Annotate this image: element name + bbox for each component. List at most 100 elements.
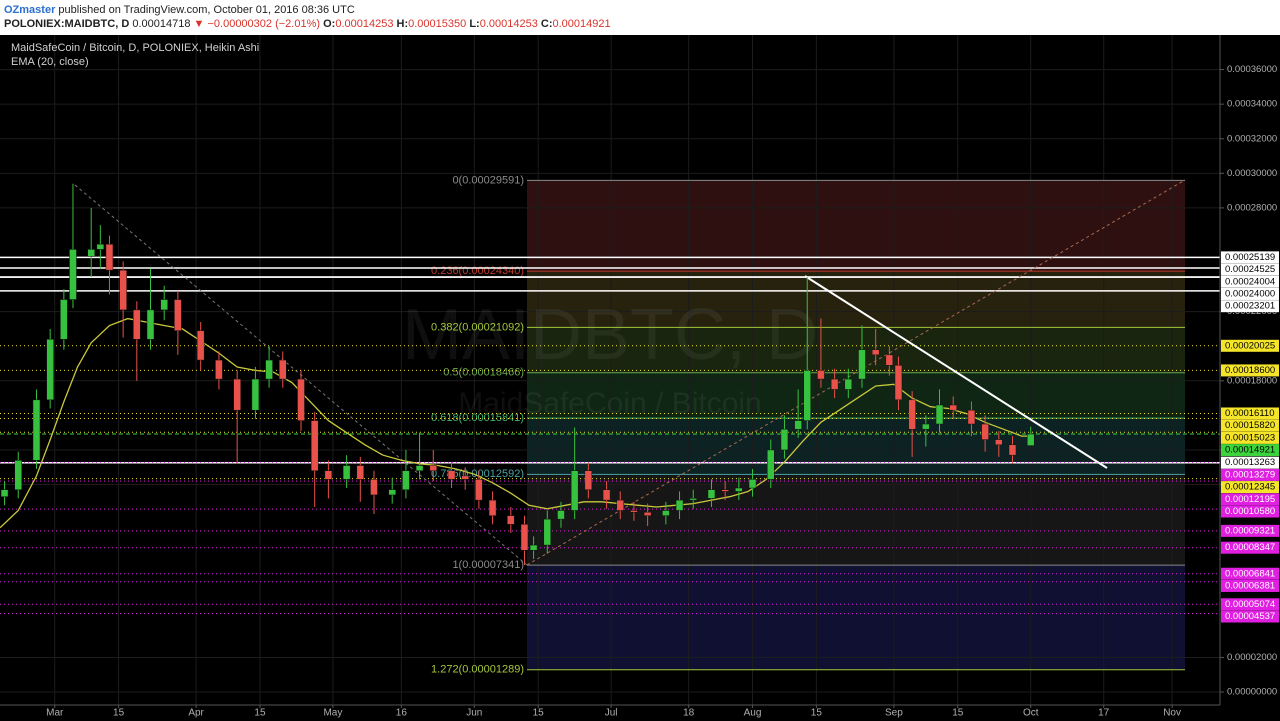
candle-body	[69, 249, 77, 300]
y-tick-label: 0.00000000	[1227, 687, 1277, 698]
level-label: 0.00018600	[1225, 365, 1275, 376]
candle-body	[675, 499, 684, 511]
open-label: O:	[323, 18, 335, 30]
fib-zone	[527, 565, 1185, 670]
fib-label: 0.5(0.00018466)	[443, 367, 524, 379]
axis-layer: 0.00036000 0.00034000 0.00032000 0.00030000…	[0, 35, 1280, 721]
x-tick-label: Apr	[188, 708, 204, 719]
candle-body	[1008, 444, 1017, 456]
fib-zone	[527, 474, 1185, 566]
ema-legend: EMA (20, close)	[11, 56, 89, 68]
candle-body	[265, 359, 273, 380]
symbol: POLONIEX:MAIDBTC, D	[4, 18, 129, 30]
candle-body	[388, 489, 396, 496]
level-label: 0.00025139	[1225, 252, 1275, 263]
y-tick-label: 0.00002000	[1227, 652, 1277, 663]
level-label: 0.00009321	[1225, 525, 1275, 536]
y-tick-label: 0.00036000	[1227, 64, 1277, 75]
x-tick-label: 18	[683, 708, 695, 719]
x-tick-label: Oct	[1023, 708, 1039, 719]
candle-body	[475, 479, 483, 501]
candle-body	[543, 518, 552, 546]
level-label-box	[1221, 263, 1279, 276]
candle-body	[370, 479, 378, 496]
candle-body	[689, 498, 697, 501]
level-label: 0.00008347	[1225, 542, 1275, 553]
header-bar	[0, 0, 1280, 35]
x-tick-label: Nov	[1163, 708, 1181, 719]
candle-body	[402, 470, 410, 490]
level-label-box	[1221, 287, 1279, 300]
x-tick-label: Sep	[885, 708, 903, 719]
candle-body	[233, 378, 241, 411]
candle-body	[324, 470, 333, 480]
watermark-sub: MaidSafeCoin / Bitcoin	[458, 387, 762, 420]
level-label: 0.00010580	[1225, 506, 1275, 517]
candle-body	[215, 359, 223, 380]
level-label-box	[1221, 567, 1279, 580]
level-label: 0.00015023	[1225, 432, 1275, 443]
change-arrow: ▼	[194, 18, 205, 30]
candle-body	[174, 299, 182, 331]
level-label-box	[1221, 541, 1279, 554]
candle-body	[32, 399, 41, 461]
level-label-box	[1221, 364, 1279, 377]
candle-body	[96, 243, 105, 250]
candle-body	[119, 269, 127, 311]
candle-body	[707, 489, 716, 499]
candle-body	[297, 378, 305, 421]
candle-body	[196, 330, 205, 361]
last-price: 0.00014718	[132, 18, 190, 30]
candle-body	[643, 511, 652, 516]
y-tick-label: 0.00034000	[1227, 99, 1277, 110]
fib-label: 0.236(0.00024340)	[431, 265, 524, 277]
candle-body	[105, 243, 114, 271]
fib-diagonal	[526, 179, 1186, 566]
y-tick-label: 0.00032000	[1227, 133, 1277, 144]
candle-body	[160, 299, 168, 311]
candle-body	[949, 404, 957, 411]
level-label-box	[1221, 598, 1279, 611]
fib-zone	[527, 327, 1185, 373]
candle-body	[146, 309, 155, 340]
candle-body	[967, 409, 976, 425]
candle-body	[721, 489, 729, 492]
candle-body	[748, 479, 757, 489]
candle-body	[885, 354, 894, 366]
level-label-box	[1221, 251, 1279, 264]
level-label-box	[1221, 444, 1279, 457]
level-label-box	[1221, 481, 1279, 494]
candle-body	[871, 349, 880, 356]
x-tick-label: 17	[1098, 708, 1110, 719]
publish-line: OZmaster published on TradingView.com, O…	[4, 4, 355, 16]
level-label: 0.00014921	[1225, 445, 1275, 456]
fib-zone	[527, 271, 1185, 328]
fib-label: 1.272(0.00001289)	[431, 664, 524, 676]
low-value: 0.00014253	[480, 18, 538, 30]
level-label: 0.00015820	[1225, 420, 1275, 431]
fib-label: 0(0.00029591)	[452, 174, 524, 186]
candle-body	[830, 378, 839, 390]
candle-body	[908, 399, 916, 430]
author[interactable]: OZmaster	[4, 4, 56, 16]
candle-body	[662, 510, 670, 516]
x-tick-label: Jul	[605, 708, 618, 719]
level-label: 0.00004537	[1225, 611, 1275, 622]
candle-body	[557, 510, 565, 520]
x-tick-label: 15	[811, 708, 823, 719]
level-label: 0.00012195	[1225, 494, 1275, 505]
candle-body	[461, 475, 469, 480]
level-label: 0.00013263	[1225, 457, 1275, 468]
candle-body	[60, 299, 68, 340]
level-label-box	[1221, 505, 1279, 518]
candle-body	[817, 370, 825, 380]
level-label-box	[1221, 275, 1279, 288]
candle-body	[0, 489, 9, 497]
candle-body	[342, 465, 351, 480]
level-label: 0.00016110	[1225, 408, 1275, 419]
level-label: 0.00024525	[1225, 264, 1275, 275]
candle-body	[251, 378, 260, 411]
candle-body	[630, 510, 638, 513]
candle-body	[894, 364, 903, 401]
close-label: C:	[541, 18, 553, 30]
